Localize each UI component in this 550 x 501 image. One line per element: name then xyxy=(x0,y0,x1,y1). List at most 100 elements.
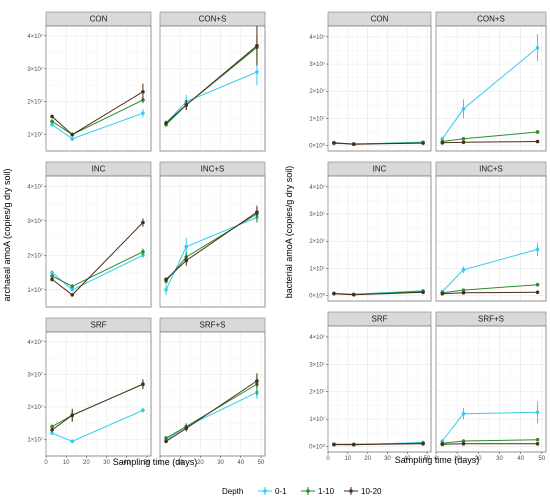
data-point xyxy=(535,410,540,415)
data-point xyxy=(50,119,54,124)
data-point xyxy=(461,288,466,292)
panel-0-CON+S: CON+S xyxy=(159,11,266,152)
series-line xyxy=(442,443,538,445)
panel-label: INC+S xyxy=(479,165,503,174)
data-point xyxy=(141,408,145,413)
data-point xyxy=(461,107,466,111)
x-tick-label: 30 xyxy=(384,456,391,462)
data-point xyxy=(461,267,466,272)
archaeal-amoA-chart: CON 1×10⁷ 2×10⁷ 3×10⁷ 4×10⁷ CON+S INC 1×10⁷ 2×10… xyxy=(2,11,266,467)
panel-frame xyxy=(435,25,547,152)
data-point xyxy=(255,210,259,214)
series-10-20 xyxy=(440,441,540,447)
x-tick-label: 10 xyxy=(177,460,184,466)
x-tick-label: 40 xyxy=(123,460,130,466)
data-point xyxy=(70,439,75,444)
x-tick-label: 20 xyxy=(364,456,371,462)
panel-1-CON: CON 0×10⁰ 1×10⁷ 2×10⁷ 3×10⁷ 4×10⁷ xyxy=(309,11,432,152)
panel-area xyxy=(435,25,547,152)
panel-frame xyxy=(435,325,547,453)
y-tick-label: 4×10⁷ xyxy=(27,183,43,190)
data-point xyxy=(332,291,336,296)
y-tick-label: 0×10⁰ xyxy=(309,293,326,300)
data-point xyxy=(255,70,259,74)
panel-frame xyxy=(159,331,266,457)
y-tick-label: 1×10⁷ xyxy=(27,132,43,139)
panel-area xyxy=(45,25,152,152)
panel-frame xyxy=(45,331,152,457)
data-point xyxy=(351,292,356,297)
data-point xyxy=(351,442,356,447)
y-tick-label: 1×10⁷ xyxy=(309,416,325,423)
data-point xyxy=(50,122,54,127)
panel-label: INC+S xyxy=(201,165,225,174)
data-point xyxy=(50,277,54,282)
y-tick-label: 3×10⁷ xyxy=(309,211,325,218)
series-0-1 xyxy=(440,242,540,294)
series-0-1 xyxy=(50,109,145,142)
x-tick-label: 30 xyxy=(217,460,224,466)
panel-1-CON+S: CON+S xyxy=(435,11,547,152)
panel-label: SRF+S xyxy=(478,315,504,324)
legend-label: 10-20 xyxy=(361,487,382,496)
panel-area xyxy=(159,25,266,152)
panel-frame xyxy=(45,175,152,308)
panel-frame xyxy=(435,175,547,302)
panel-1-SRF+S: SRF+S 0 10 20 30 40 50 xyxy=(434,311,547,462)
x-tick-label: 50 xyxy=(258,460,265,466)
y-tick-label: 4×10⁷ xyxy=(27,33,43,40)
data-point xyxy=(461,291,466,295)
panel-frame xyxy=(159,175,266,308)
panel-0-SRF+S: SRF+S 0 10 20 30 40 50 xyxy=(158,317,266,466)
data-point xyxy=(535,441,540,446)
series-0-1 xyxy=(50,408,145,444)
legend-item-1-10: 1-10 xyxy=(301,487,335,496)
x-tick-label: 0 xyxy=(326,456,330,462)
series-10-20 xyxy=(164,26,259,126)
data-point xyxy=(255,379,259,383)
data-point xyxy=(50,114,54,119)
panel-0-CON: CON 1×10⁷ 2×10⁷ 3×10⁷ 4×10⁷ xyxy=(27,11,152,152)
panel-label: INC xyxy=(373,165,387,174)
x-tick-label: 40 xyxy=(237,460,244,466)
x-tick-label: 20 xyxy=(475,456,482,462)
panel-area xyxy=(435,325,547,453)
y-tick-label: 2×10⁷ xyxy=(27,404,43,411)
data-point xyxy=(164,121,168,125)
data-point xyxy=(50,270,54,275)
y-tick-label: 3×10⁷ xyxy=(309,61,325,68)
data-point xyxy=(141,250,145,254)
panel-label: SRF xyxy=(372,315,388,324)
series-10-20 xyxy=(332,290,425,297)
data-point xyxy=(421,141,425,145)
data-point xyxy=(70,287,75,292)
x-tick-label: 0 xyxy=(434,456,438,462)
panel-label: SRF xyxy=(91,321,107,330)
x-axis-title: Sampling time (days) xyxy=(113,457,198,467)
series-10-20 xyxy=(332,141,425,147)
y-tick-label: 1×10⁷ xyxy=(27,287,43,294)
data-point xyxy=(535,45,540,50)
data-point xyxy=(141,111,145,115)
data-point xyxy=(461,136,466,141)
legend-swatch-point xyxy=(306,489,310,493)
series-1-10 xyxy=(50,248,145,289)
panel-frame xyxy=(159,25,266,152)
series-10-20 xyxy=(164,374,259,444)
data-point xyxy=(184,426,189,431)
x-tick-label: 40 xyxy=(404,456,411,462)
data-point xyxy=(535,290,540,295)
y-axis-title: bacterial amoA (copies/g dry soil) xyxy=(284,166,294,299)
data-point xyxy=(50,274,54,278)
data-point xyxy=(184,244,189,249)
x-tick-label: 10 xyxy=(344,456,351,462)
data-point xyxy=(70,413,75,418)
panel-label: CON+S xyxy=(477,15,505,24)
series-0-1 xyxy=(440,34,540,141)
x-tick-label: 40 xyxy=(517,456,524,462)
x-tick-label: 30 xyxy=(103,460,110,466)
y-tick-label: 3×10⁷ xyxy=(27,66,43,73)
data-point xyxy=(461,140,466,145)
x-tick-label: 50 xyxy=(144,460,151,466)
data-point xyxy=(461,441,466,446)
